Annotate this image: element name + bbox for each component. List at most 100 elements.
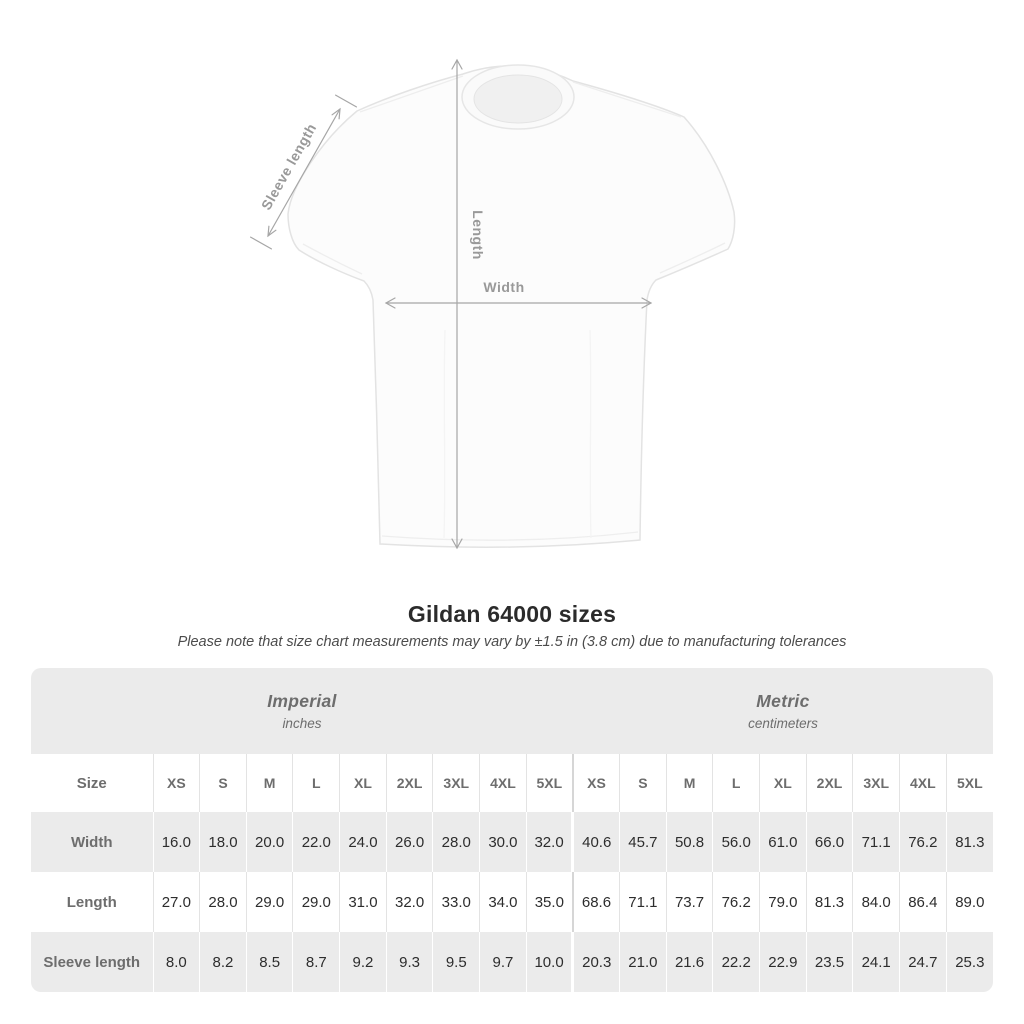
size-value-cell: 29.0 xyxy=(292,872,340,932)
size-value-cell: 45.7 xyxy=(619,812,667,872)
size-value-cell: 10.0 xyxy=(525,932,573,992)
imperial-unit: inches xyxy=(282,716,322,731)
size-value-cell: 20.0 xyxy=(245,812,293,872)
size-column-header: 5XL xyxy=(525,754,573,812)
size-value-cell: 8.5 xyxy=(245,932,293,992)
length-row: Length 27.0 28.0 29.0 29.0 31.0 32.0 33.… xyxy=(31,872,993,932)
size-value-cell: 34.0 xyxy=(479,872,527,932)
width-label: Width xyxy=(483,279,524,295)
width-row: Width 16.0 18.0 20.0 22.0 24.0 26.0 28.0… xyxy=(31,812,993,872)
size-value-cell: 76.2 xyxy=(899,812,947,872)
size-column-header: 3XL xyxy=(852,754,900,812)
size-value-cell: 50.8 xyxy=(665,812,713,872)
size-value-cell: 33.0 xyxy=(432,872,480,932)
size-value-cell: 24.7 xyxy=(899,932,947,992)
size-column-header: 3XL xyxy=(432,754,480,812)
size-value-cell: 22.9 xyxy=(759,932,807,992)
size-value-cell: 79.0 xyxy=(759,872,807,932)
sleeve-length-row: Sleeve length 8.0 8.2 8.5 8.7 9.2 9.3 9.… xyxy=(31,932,993,992)
size-column-header: M xyxy=(665,754,713,812)
size-value-cell: 56.0 xyxy=(712,812,760,872)
size-value-cell: 23.5 xyxy=(805,932,853,992)
size-value-cell: 30.0 xyxy=(479,812,527,872)
size-value-cell: 71.1 xyxy=(619,872,667,932)
size-value-cell: 24.0 xyxy=(339,812,387,872)
row-label: Width xyxy=(31,812,153,872)
size-value-cell: 24.1 xyxy=(852,932,900,992)
shirt-seams xyxy=(302,75,726,541)
size-value-cell: 66.0 xyxy=(805,812,853,872)
size-value-cell: 31.0 xyxy=(339,872,387,932)
size-value-cell: 9.7 xyxy=(479,932,527,992)
size-column-header: S xyxy=(199,754,247,812)
size-value-cell: 21.0 xyxy=(619,932,667,992)
size-column-header: L xyxy=(712,754,760,812)
size-column-header: XS xyxy=(152,754,200,812)
size-value-cell: 76.2 xyxy=(712,872,760,932)
size-value-cell: 26.0 xyxy=(385,812,433,872)
tshirt-measurement-diagram: Length Width Sleeve length xyxy=(250,58,736,550)
size-column-header: 4XL xyxy=(479,754,527,812)
size-value-cell: 81.3 xyxy=(805,872,853,932)
size-value-cell: 89.0 xyxy=(945,872,993,932)
size-value-cell: 8.0 xyxy=(152,932,200,992)
size-value-cell: 9.5 xyxy=(432,932,480,992)
size-chart-table: Imperial inches Metric centimeters Size … xyxy=(31,668,993,992)
size-value-cell: 32.0 xyxy=(525,812,573,872)
width-arrow xyxy=(384,297,653,309)
tolerance-note: Please note that size chart measurements… xyxy=(177,634,847,650)
size-value-cell: 29.0 xyxy=(245,872,293,932)
size-value-cell: 68.6 xyxy=(571,872,620,932)
length-arrow xyxy=(451,58,463,550)
size-value-cell: 71.1 xyxy=(852,812,900,872)
size-column-header: 2XL xyxy=(805,754,853,812)
size-value-cell: 18.0 xyxy=(199,812,247,872)
size-header: Size xyxy=(31,754,153,812)
size-column-header: XL xyxy=(339,754,387,812)
size-value-cell: 8.7 xyxy=(292,932,340,992)
imperial-label: Imperial xyxy=(267,691,337,711)
size-value-cell: 73.7 xyxy=(665,872,713,932)
size-value-cell: 9.3 xyxy=(385,932,433,992)
metric-unit: centimeters xyxy=(748,716,818,731)
size-value-cell: 9.2 xyxy=(339,932,387,992)
size-value-cell: 32.0 xyxy=(385,872,433,932)
size-value-cell: 20.3 xyxy=(571,932,620,992)
size-value-cell: 27.0 xyxy=(152,872,200,932)
size-column-header: S xyxy=(619,754,667,812)
size-value-cell: 35.0 xyxy=(525,872,573,932)
size-value-cell: 28.0 xyxy=(432,812,480,872)
size-value-cell: 61.0 xyxy=(759,812,807,872)
size-header-row: Size XS S M L XL 2XL 3XL 4XL 5XL XS S M … xyxy=(31,754,993,812)
size-value-cell: 86.4 xyxy=(899,872,947,932)
row-label: Length xyxy=(31,872,153,932)
size-value-cell: 21.6 xyxy=(665,932,713,992)
size-column-header: XL xyxy=(759,754,807,812)
size-value-cell: 25.3 xyxy=(945,932,993,992)
sleeve-length-arrow xyxy=(250,94,357,250)
size-chart-card: Imperial inches Metric centimeters Size … xyxy=(31,668,993,992)
page-title: Gildan 64000 sizes xyxy=(407,601,617,627)
imperial-group-header: Imperial inches xyxy=(31,668,573,754)
size-value-cell: 8.2 xyxy=(199,932,247,992)
size-column-header: 4XL xyxy=(899,754,947,812)
size-column-header: L xyxy=(292,754,340,812)
size-value-cell: 16.0 xyxy=(152,812,200,872)
metric-label: Metric xyxy=(756,691,810,711)
size-value-cell: 22.2 xyxy=(712,932,760,992)
size-column-header: 5XL xyxy=(945,754,993,812)
size-value-cell: 22.0 xyxy=(292,812,340,872)
length-label: Length xyxy=(470,210,486,260)
size-value-cell: 81.3 xyxy=(945,812,993,872)
collar-opening xyxy=(473,74,563,124)
size-value-cell: 84.0 xyxy=(852,872,900,932)
size-column-header: M xyxy=(245,754,293,812)
unit-group-row: Imperial inches Metric centimeters xyxy=(31,668,993,754)
size-column-header: 2XL xyxy=(385,754,433,812)
row-label: Sleeve length xyxy=(31,932,153,992)
size-value-cell: 28.0 xyxy=(199,872,247,932)
tshirt-graphic xyxy=(287,65,736,548)
metric-group-header: Metric centimeters xyxy=(572,668,993,754)
size-column-header: XS xyxy=(571,754,620,812)
